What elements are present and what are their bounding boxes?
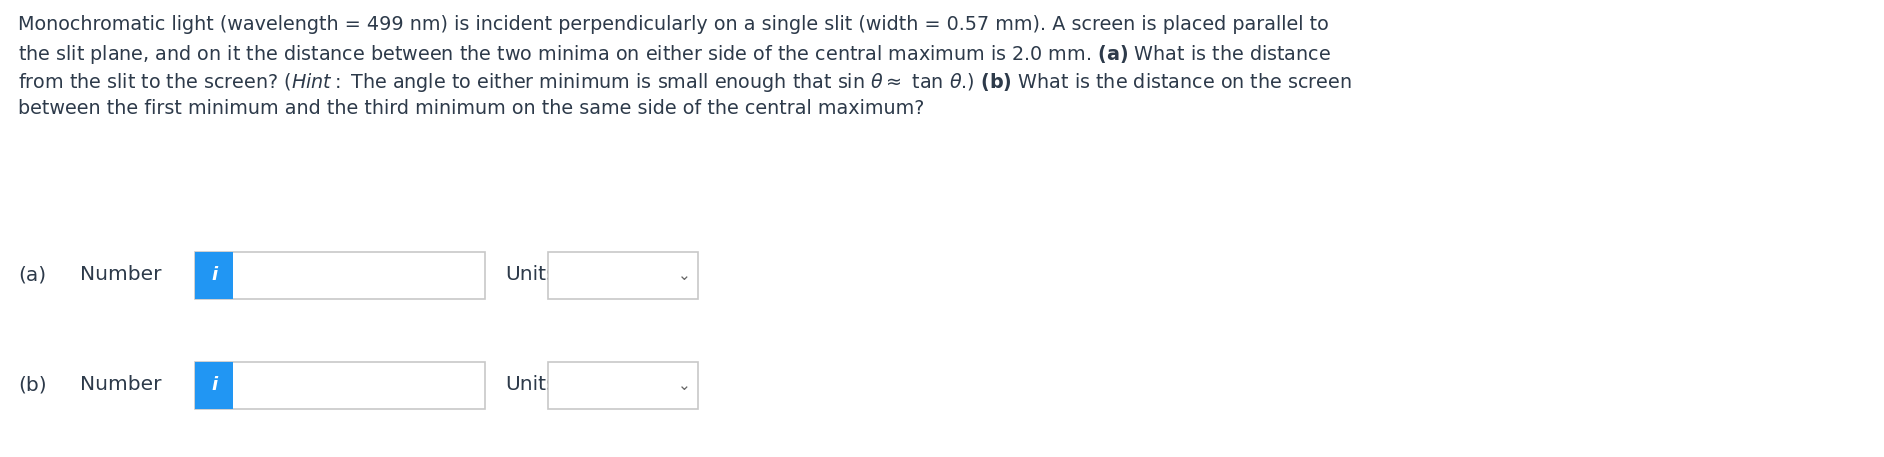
Text: i: i (211, 376, 217, 394)
Text: Units: Units (505, 266, 556, 285)
Text: the slit plane, and on it the distance between the two minima on either side of : the slit plane, and on it the distance b… (19, 43, 1330, 66)
Text: i: i (211, 266, 217, 284)
Text: Number: Number (79, 376, 162, 394)
FancyBboxPatch shape (548, 251, 697, 298)
Text: (b): (b) (19, 376, 47, 394)
FancyBboxPatch shape (196, 361, 234, 409)
Text: ⌄: ⌄ (678, 377, 690, 393)
Text: between the first minimum and the third minimum on the same side of the central : between the first minimum and the third … (19, 99, 925, 118)
Text: Units: Units (505, 376, 556, 394)
Text: Monochromatic light (wavelength = 499 nm) is incident perpendicularly on a singl: Monochromatic light (wavelength = 499 nm… (19, 15, 1328, 34)
FancyBboxPatch shape (548, 361, 697, 409)
FancyBboxPatch shape (196, 251, 484, 298)
FancyBboxPatch shape (196, 251, 234, 298)
Text: ⌄: ⌄ (678, 267, 690, 282)
FancyBboxPatch shape (196, 361, 484, 409)
Text: from the slit to the screen? ($\mathit{Hint:}$ The angle to either minimum is sm: from the slit to the screen? ($\mathit{H… (19, 71, 1351, 94)
Text: Number: Number (79, 266, 162, 285)
Text: (a): (a) (19, 266, 45, 285)
